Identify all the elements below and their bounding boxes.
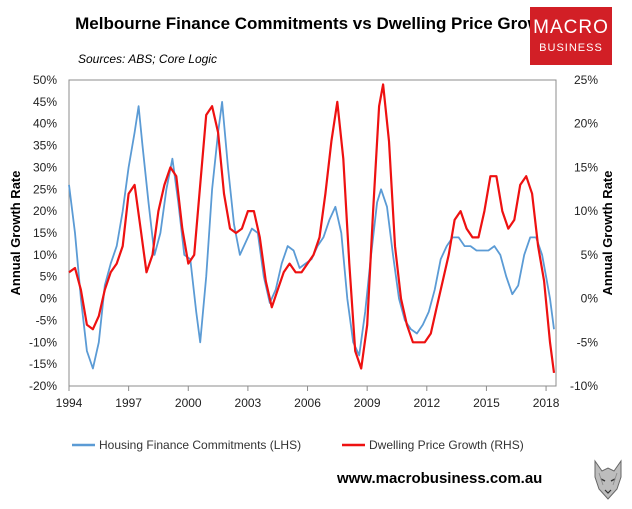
x-tick-label: 2018 — [533, 396, 560, 410]
left-tick-label: 30% — [33, 160, 57, 174]
right-axis-label: Annual Growth Rate — [600, 171, 615, 296]
x-tick-label: 2012 — [413, 396, 440, 410]
plot-frame — [68, 79, 557, 387]
left-tick-label: 5% — [40, 270, 58, 284]
right-tick-label: 10% — [574, 204, 598, 218]
left-tick-label: -20% — [29, 379, 57, 393]
right-tick-label: 0% — [581, 292, 599, 306]
left-axis-label: Annual Growth Rate — [8, 171, 23, 296]
x-axis-ticks: 1994 1997 2000 2003 2006 2009 2012 2015 2018 — [56, 386, 560, 410]
right-tick-label: -5% — [577, 335, 599, 349]
x-tick-label: 2006 — [294, 396, 321, 410]
left-tick-label: -15% — [29, 357, 57, 371]
right-tick-label: -10% — [570, 379, 598, 393]
left-tick-label: 20% — [33, 204, 57, 218]
left-tick-label: 0% — [40, 292, 58, 306]
left-tick-label: 40% — [33, 117, 57, 131]
logo-text-business: BUSINESS — [539, 42, 603, 54]
website-url: www.macrobusiness.com.au — [337, 470, 543, 487]
right-tick-label: 25% — [574, 73, 598, 87]
left-tick-label: 10% — [33, 248, 57, 262]
left-tick-label: 15% — [33, 226, 57, 240]
x-tick-label: 1997 — [115, 396, 142, 410]
x-tick-label: 2003 — [235, 396, 262, 410]
series-line-dwelling-price-growth — [68, 83, 556, 374]
macrobusiness-logo: MACRO BUSINESS — [530, 7, 612, 65]
legend: Housing Finance Commitments (LHS) Dwelli… — [72, 438, 524, 452]
x-tick-label: 2000 — [175, 396, 202, 410]
x-tick-label: 1994 — [56, 396, 83, 410]
left-axis-ticks: 50% 45% 40% 35% 30% 25% 20% 15% 10% 5% 0% -5% -10% -1… — [29, 73, 57, 393]
left-tick-label: 50% — [33, 73, 57, 87]
right-axis-ticks: 25% 20% 15% 10% 5% 0% -5% -10% — [570, 73, 598, 393]
right-tick-label: 15% — [574, 160, 598, 174]
x-tick-label: 2009 — [354, 396, 381, 410]
right-tick-label: 20% — [574, 117, 598, 131]
chart-sources: Sources: ABS; Core Logic — [78, 52, 217, 66]
left-tick-label: -5% — [36, 313, 58, 327]
right-tick-label: 5% — [581, 248, 599, 262]
chart-title: Melbourne Finance Commitments vs Dwellin… — [75, 14, 557, 33]
left-tick-label: -10% — [29, 335, 57, 349]
left-tick-label: 35% — [33, 139, 57, 153]
left-tick-label: 45% — [33, 95, 57, 109]
left-tick-label: 25% — [33, 182, 57, 196]
series-lines — [68, 83, 556, 374]
legend-label-finance: Housing Finance Commitments (LHS) — [99, 438, 301, 452]
wolf-logo-icon — [594, 459, 622, 500]
x-tick-label: 2015 — [473, 396, 500, 410]
legend-label-dwelling: Dwelling Price Growth (RHS) — [369, 438, 524, 452]
logo-text-macro: MACRO — [533, 17, 609, 38]
